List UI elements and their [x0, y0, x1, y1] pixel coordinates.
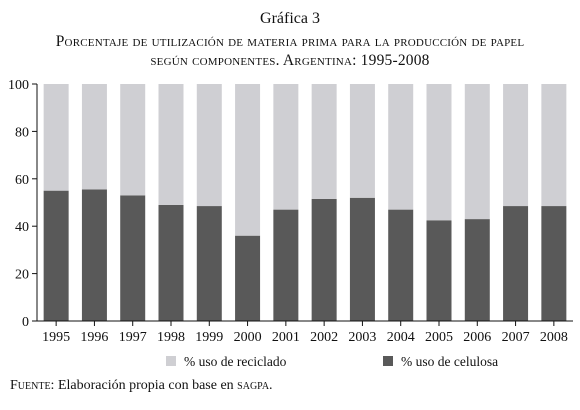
bar-reciclado-2007 [503, 84, 529, 207]
x-tick-label-2004: 2004 [387, 330, 415, 345]
bar-celulosa-2008 [541, 206, 567, 321]
bar-reciclado-1995 [43, 84, 69, 191]
bar-reciclado-1999 [196, 84, 222, 207]
chart-title: Gráfica 3 [260, 10, 320, 27]
bar-reciclado-1997 [120, 84, 146, 196]
chart-subtitle-line-1: Porcentaje de utilización de materia pri… [55, 33, 525, 50]
source-suffix: . [269, 378, 273, 393]
x-tick-label-1999: 1999 [195, 330, 223, 345]
x-tick-label-1996: 1996 [80, 330, 108, 345]
legend-swatch-celulosa [383, 356, 393, 366]
source-text: Elaboración propia con base en [57, 378, 238, 393]
source-prefix: Fuente: [10, 378, 55, 393]
legend-label-reciclado: % uso de reciclado [184, 354, 287, 369]
x-tick-label-2006: 2006 [463, 330, 491, 345]
bar-reciclado-1996 [81, 84, 107, 190]
chart-subtitle: Porcentaje de utilización de materia pri… [0, 32, 580, 70]
bar-celulosa-1998 [158, 204, 184, 321]
bar-celulosa-2007 [503, 206, 529, 321]
x-tick-label-1998: 1998 [157, 330, 185, 345]
bar-reciclado-2008 [541, 84, 567, 207]
bar-reciclado-2001 [273, 84, 299, 210]
bar-celulosa-2006 [464, 219, 490, 321]
x-tick-label-2000: 2000 [234, 330, 262, 345]
bar-reciclado-2003 [349, 84, 375, 198]
bar-reciclado-1998 [158, 84, 184, 205]
bar-celulosa-1995 [43, 190, 69, 321]
bar-celulosa-2003 [349, 197, 375, 321]
x-tick-label-2001: 2001 [272, 330, 300, 345]
bar-reciclado-2005 [426, 84, 452, 221]
bar-reciclado-2000 [235, 84, 261, 236]
bar-celulosa-2001 [273, 209, 299, 321]
bar-celulosa-1996 [81, 189, 107, 321]
bar-celulosa-1999 [196, 206, 222, 321]
bar-celulosa-2004 [388, 209, 414, 321]
axes-group: 1995 1996 1997 1998 1999 2000 2001 2002 2003 2004… [8, 78, 573, 345]
bar-reciclado-2006 [464, 84, 490, 220]
legend-swatch-reciclado [166, 356, 176, 366]
x-tick-label-1997: 1997 [119, 330, 147, 345]
x-tick-label-2007: 2007 [502, 330, 530, 345]
bar-celulosa-2000 [235, 235, 261, 321]
bars-group [43, 84, 567, 321]
chart-subtitle-line-2: según componentes. Argentina: 1995-2008 [150, 52, 430, 69]
bar-celulosa-2002 [311, 198, 337, 321]
bar-reciclado-2004 [388, 84, 414, 210]
bar-celulosa-1997 [120, 195, 146, 321]
y-tick-label-60: 60 [15, 173, 29, 188]
x-tick-label-2003: 2003 [348, 330, 376, 345]
y-tick-label-80: 80 [15, 125, 29, 140]
x-tick-label-2002: 2002 [310, 330, 338, 345]
bar-reciclado-2002 [311, 84, 337, 199]
legend: % uso de reciclado % uso de celulosa [166, 354, 498, 369]
y-tick-label-20: 20 [15, 268, 29, 283]
source-abbr: sagpa [237, 378, 270, 393]
y-tick-label-100: 100 [8, 78, 29, 93]
legend-label-celulosa: % uso de celulosa [401, 354, 498, 369]
x-tick-label-1995: 1995 [42, 330, 70, 345]
y-tick-label-0: 0 [22, 315, 29, 330]
y-tick-label-40: 40 [15, 220, 29, 235]
x-tick-label-2008: 2008 [540, 330, 568, 345]
source-note: Fuente: Elaboración propia con base en s… [10, 378, 273, 394]
bar-celulosa-2005 [426, 220, 452, 321]
x-tick-label-2005: 2005 [425, 330, 453, 345]
